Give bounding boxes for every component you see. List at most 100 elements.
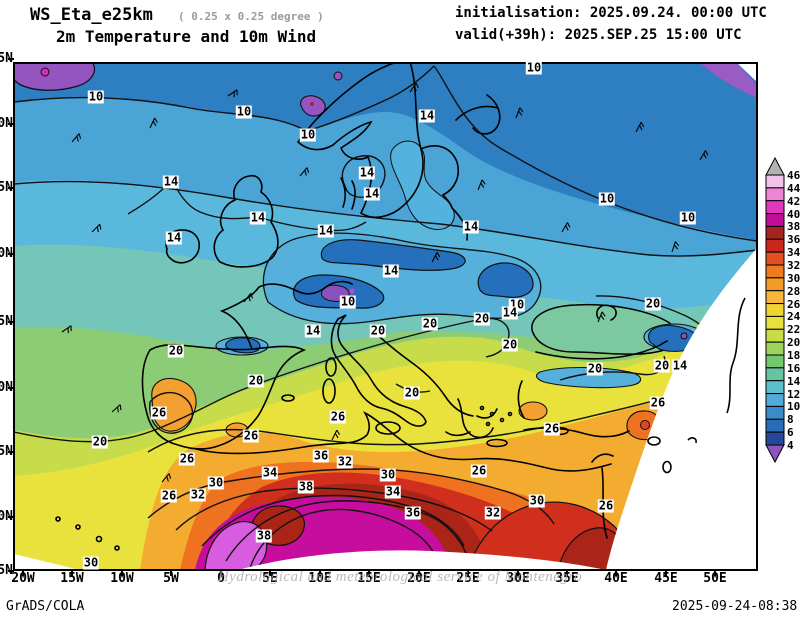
contour-label-20: 20	[247, 373, 265, 388]
lon-tick	[121, 570, 123, 576]
watermark: Hydrological and meteorological service …	[217, 569, 583, 585]
lon-tick	[665, 570, 667, 576]
lat-tick	[8, 451, 14, 453]
contour-label-20: 20	[421, 316, 439, 331]
contour-label-14: 14	[501, 305, 519, 320]
contour-label-10: 10	[525, 60, 543, 75]
lon-tick	[714, 570, 716, 576]
colorbar-level-28: 28	[787, 284, 800, 298]
lon-label-10W: 10W	[110, 571, 134, 586]
lat-tick	[8, 253, 14, 255]
contour-label-14: 14	[317, 223, 335, 238]
colorbar-level-26: 26	[787, 297, 800, 311]
lat-tick	[8, 387, 14, 389]
colorbar-level-24: 24	[787, 310, 800, 324]
contour-label-20: 20	[501, 337, 519, 352]
contour-label-10: 10	[339, 294, 357, 309]
lon-tick	[22, 570, 24, 576]
contour-label-14: 14	[249, 210, 267, 225]
colorbar-level-46: 46	[787, 169, 800, 182]
lat-label-25N: 25N	[0, 563, 13, 578]
contour-label-20: 20	[91, 434, 109, 449]
contour-label-20: 20	[403, 385, 421, 400]
map-frame	[13, 62, 758, 571]
colorbar-level-10: 10	[787, 400, 800, 414]
contour-label-10: 10	[235, 104, 253, 119]
contour-label-34: 34	[384, 484, 402, 499]
contour-label-20: 20	[369, 323, 387, 338]
contour-label-20: 20	[586, 361, 604, 376]
grads-credit: GrADS/COLA	[6, 599, 85, 614]
lat-label-30N: 30N	[0, 509, 13, 524]
lon-label-40E: 40E	[604, 571, 628, 586]
wind-barbs	[61, 82, 710, 486]
valid-time-label: valid(+39h): 2025.SEP.25 15:00 UTC	[455, 27, 742, 43]
contour-label-20: 20	[473, 311, 491, 326]
lat-label-50N: 50N	[0, 246, 13, 261]
contour-label-38: 38	[255, 528, 273, 543]
lat-tick	[8, 187, 14, 189]
contour-label-26: 26	[178, 451, 196, 466]
colorbar-level-22: 22	[787, 323, 800, 337]
init-time-label: initialisation: 2025.09.24. 00:00 UTC	[455, 5, 767, 21]
contour-label-26: 26	[160, 488, 178, 503]
lat-label-60N: 60N	[0, 116, 13, 131]
colorbar-level-6: 6	[787, 426, 794, 440]
contour-label-36: 36	[312, 448, 330, 463]
contour-label-14: 14	[382, 263, 400, 278]
white-zone-coastlines	[647, 297, 746, 474]
colorbar-level-30: 30	[787, 271, 800, 285]
lat-label-45N: 45N	[0, 314, 13, 329]
colorbar-level-16: 16	[787, 361, 800, 375]
colorbar-level-32: 32	[787, 259, 800, 272]
coastlines	[55, 63, 668, 567]
contour-label-32: 32	[189, 487, 207, 502]
colorbar-level-20: 20	[787, 336, 800, 350]
contour-label-26: 26	[649, 395, 667, 410]
contour-label-20: 20	[167, 343, 185, 358]
contour-label-14: 14	[418, 108, 436, 123]
contour-label-10: 10	[508, 297, 526, 312]
contour-label-26: 26	[543, 421, 561, 436]
model-title: WS_Eta_e25km	[30, 5, 153, 25]
contour-label-38: 38	[297, 479, 315, 494]
lat-label-55N: 55N	[0, 180, 13, 195]
colorbar-level-44: 44	[787, 181, 800, 195]
contour-label-14: 14	[358, 165, 376, 180]
colorbar-level-14: 14	[787, 374, 800, 388]
temperature-contours	[14, 65, 757, 569]
lat-tick	[8, 570, 14, 572]
colorbar-level-34: 34	[787, 246, 800, 260]
colorbar-level-40: 40	[787, 207, 800, 221]
lat-label-35N: 35N	[0, 444, 13, 459]
lat-tick	[8, 516, 14, 518]
contour-label-32: 32	[484, 505, 502, 520]
contour-label-10: 10	[299, 127, 317, 142]
colorbar-level-42: 42	[787, 194, 800, 208]
domain-boundary-whitespace	[14, 63, 757, 570]
contour-label-26: 26	[242, 428, 260, 443]
contour-label-26: 26	[470, 463, 488, 478]
colorbar-level-4: 4	[787, 439, 794, 452]
lat-tick	[8, 321, 14, 323]
lon-label-45E: 45E	[654, 571, 678, 586]
contour-label-26: 26	[150, 405, 168, 420]
colorbar-level-12: 12	[787, 387, 800, 401]
contour-label-14: 14	[462, 219, 480, 234]
contour-label-34: 34	[261, 465, 279, 480]
contour-label-30: 30	[528, 493, 546, 508]
contour-label-14: 14	[165, 230, 183, 245]
contour-label-30: 30	[82, 555, 100, 570]
colorbar-level-36: 36	[787, 233, 800, 247]
contour-label-10: 10	[679, 210, 697, 225]
contour-label-36: 36	[404, 505, 422, 520]
creation-timestamp: 2025-09-24-08:38	[672, 599, 798, 614]
lat-label-65N: 65N	[0, 51, 13, 66]
contour-label-26: 26	[329, 409, 347, 424]
contour-label-14: 14	[162, 174, 180, 189]
lat-label-40N: 40N	[0, 380, 13, 395]
contour-label-32: 32	[336, 454, 354, 469]
lon-label-5W: 5W	[163, 571, 179, 586]
